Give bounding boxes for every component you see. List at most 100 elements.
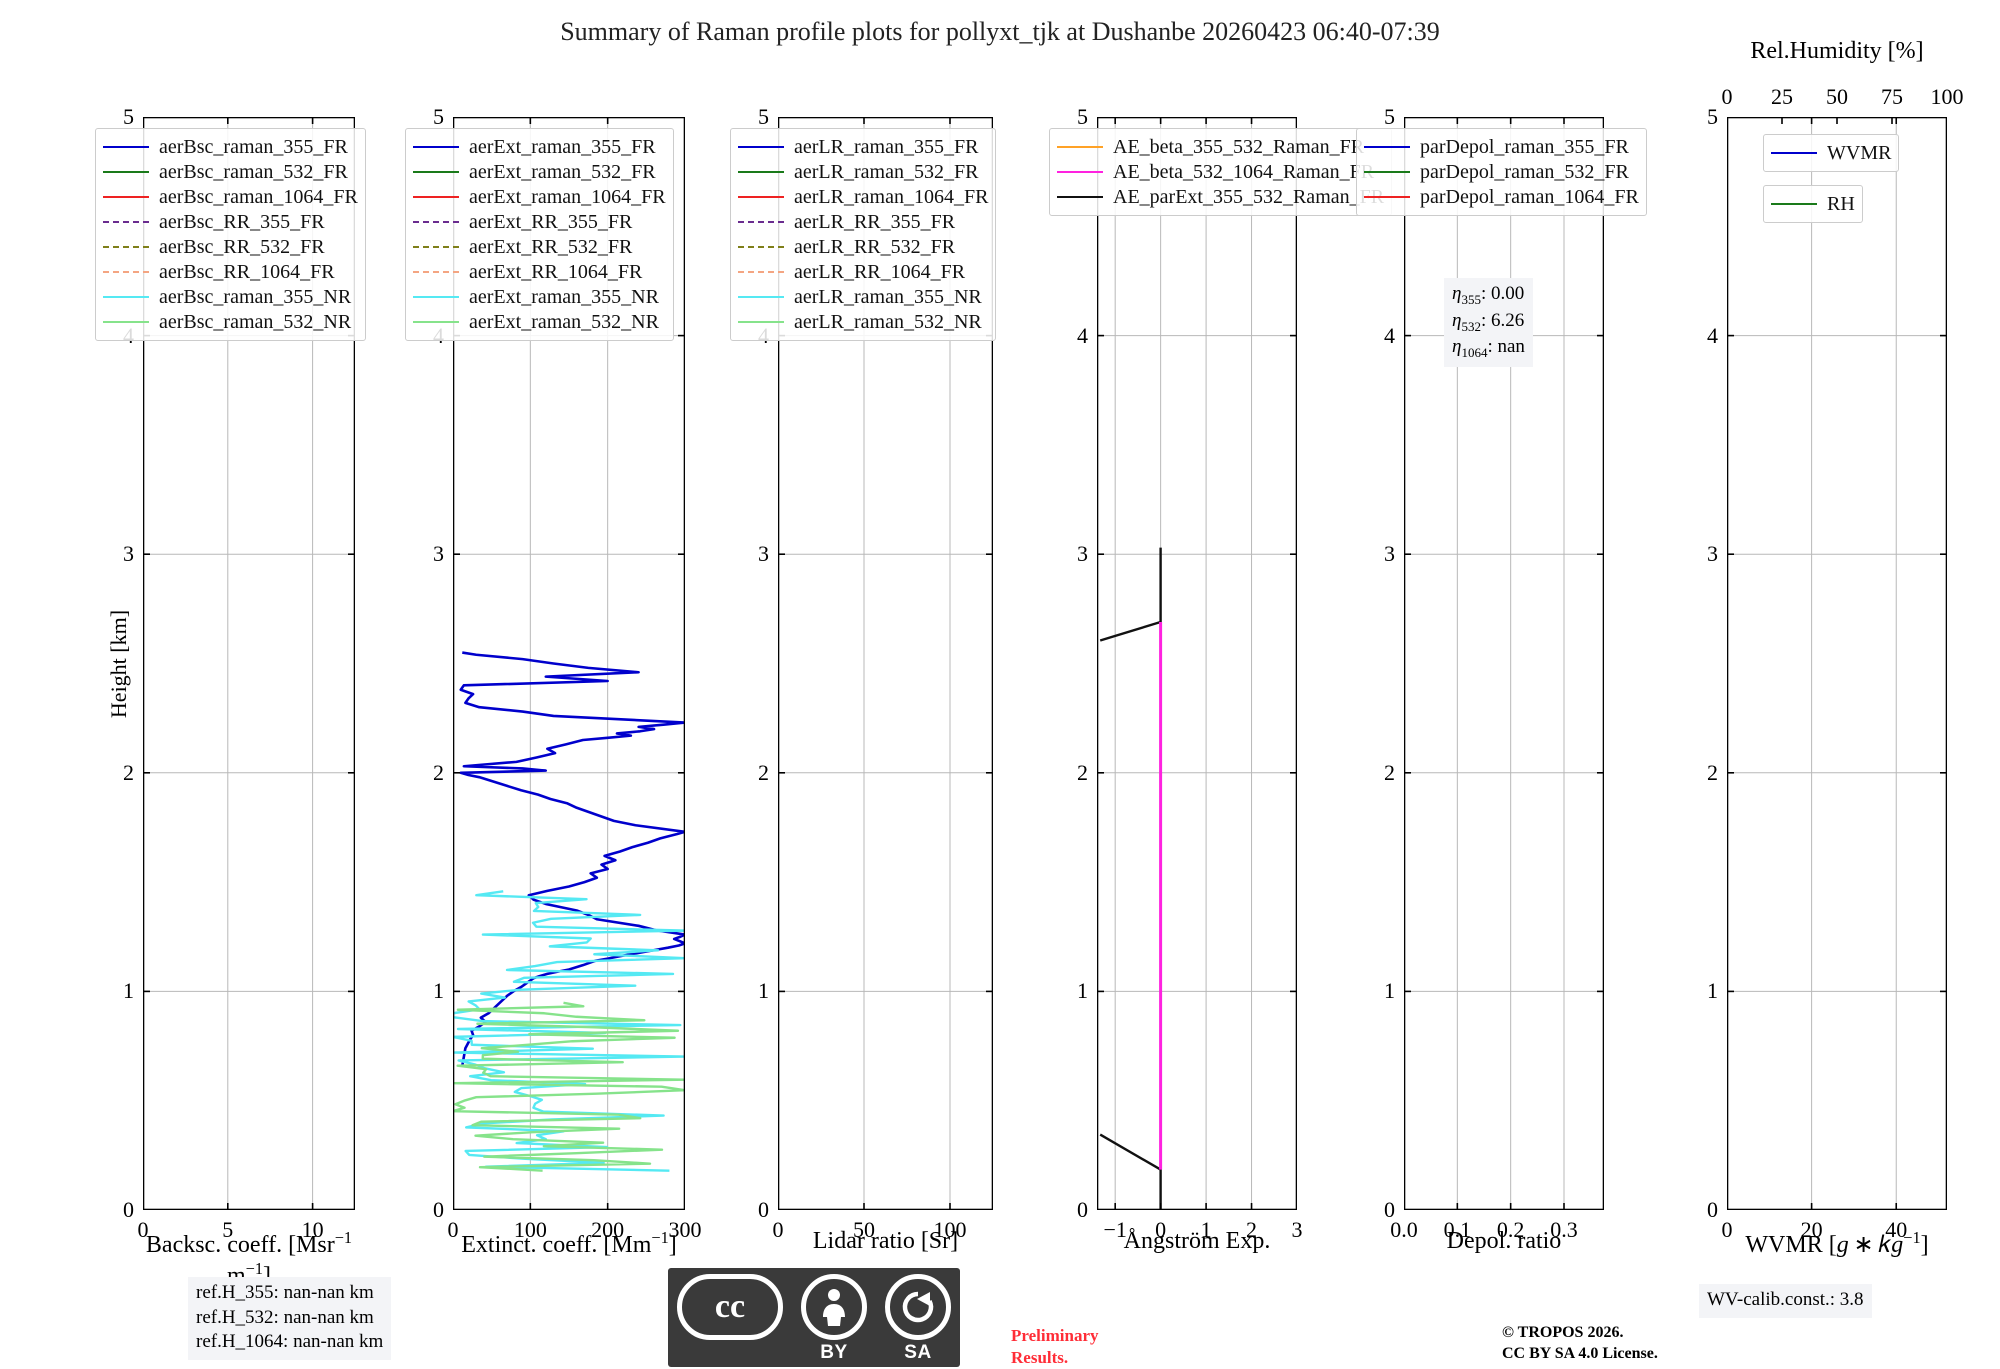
y-tick-label: 3 [433, 541, 444, 567]
eta-line: η355: 0.00 [1452, 283, 1525, 307]
top-axis-label-wvmr: Rel.Humidity [%] [1750, 38, 1924, 64]
legend-wvmr-rh[interactable]: RH [1763, 185, 1863, 223]
eta-line: η1064: nan [1452, 336, 1525, 361]
legend-entry[interactable]: RH [1771, 191, 1855, 216]
legend-entry[interactable]: aerExt_raman_532_NR [413, 309, 666, 334]
plot-panel-angstrom: 0 1 2 3 4 5 −1 0 1 2 3 [1077, 104, 1303, 1242]
legend-entry[interactable]: AE_parExt_355_532_Raman_FR [1057, 184, 1384, 209]
legend-extinction[interactable]: aerExt_raman_355_FR aerExt_raman_532_FR ae… [405, 128, 674, 341]
eta-line: η532: 6.26 [1452, 309, 1525, 334]
legend-line-swatch [103, 320, 149, 323]
legend-depol-ratio[interactable]: parDepol_raman_355_FR parDepol_raman_532_… [1356, 128, 1647, 216]
data-curve [453, 1001, 685, 1172]
legend-entry[interactable]: aerExt_RR_1064_FR [413, 259, 666, 284]
legend-entry[interactable]: aerLR_RR_1064_FR [738, 259, 988, 284]
legend-label: AE_beta_532_1064_Raman_FR [1113, 160, 1375, 183]
y-tick-label: 0 [1707, 1197, 1718, 1222]
legend-entry[interactable]: parDepol_raman_532_FR [1364, 159, 1639, 184]
top-x-tick-label: 100 [1930, 84, 1964, 109]
legend-entry[interactable]: AE_beta_532_1064_Raman_FR [1057, 159, 1384, 184]
legend-entry[interactable]: aerExt_raman_1064_FR [413, 184, 666, 209]
y-tick-label: 2 [1384, 759, 1395, 785]
legend-entry[interactable]: aerLR_RR_532_FR [738, 234, 988, 259]
grid-lines [1097, 117, 1297, 1210]
tick-marks [1404, 117, 1604, 1210]
legend-line-swatch [738, 220, 784, 223]
x-axis-label-lidar-ratio: Lidar ratio [Sr] [812, 1228, 959, 1254]
x-tick-label: 0 [447, 1217, 459, 1242]
legend-label: aerLR_raman_532_FR [794, 160, 979, 183]
legend-label: RH [1827, 192, 1855, 215]
legend-entry[interactable]: aerBsc_raman_532_NR [103, 309, 358, 334]
x-tick-label: 1 [1200, 1217, 1212, 1242]
legend-entry[interactable]: aerExt_RR_532_FR [413, 234, 666, 259]
cc-sa-cell: SA [876, 1268, 960, 1367]
axes-frame [1097, 117, 1297, 1210]
legend-entry[interactable]: aerLR_raman_1064_FR [738, 184, 988, 209]
legend-entry[interactable]: aerBsc_raman_1064_FR [103, 184, 358, 209]
plot-panel-wvmr: 0 1 2 3 4 5 0 20 40 0 25 50 75 100 [1707, 84, 1964, 1242]
legend-entry[interactable]: aerExt_RR_355_FR [413, 209, 666, 234]
y-tick-label: 2 [758, 759, 769, 785]
legend-entry[interactable]: aerLR_raman_355_NR [738, 284, 988, 309]
legend-entry[interactable]: parDepol_raman_1064_FR [1364, 184, 1639, 209]
top-x-tick-label: 50 [1826, 84, 1848, 109]
x-tick-label: 2 [1246, 1217, 1258, 1242]
y-tick-label: 0 [1384, 1197, 1395, 1222]
legend-backscatter[interactable]: aerBsc_raman_355_FR aerBsc_raman_532_FR ae… [95, 128, 366, 341]
legend-entry[interactable]: aerExt_raman_355_FR [413, 134, 666, 159]
legend-line-swatch [103, 295, 149, 298]
legend-line-swatch [413, 220, 459, 223]
legend-entry[interactable]: aerLR_raman_355_FR [738, 134, 988, 159]
legend-label: parDepol_raman_355_FR [1420, 135, 1629, 158]
legend-label: aerLR_RR_1064_FR [794, 260, 966, 283]
legend-entry[interactable]: aerLR_RR_355_FR [738, 209, 988, 234]
legend-lidar-ratio[interactable]: aerLR_raman_355_FR aerLR_raman_532_FR aerL… [730, 128, 997, 341]
preliminary-line-2: Results. [1011, 1347, 1069, 1367]
data-curve [1099, 547, 1162, 1210]
legend-entry[interactable]: aerBsc_raman_532_FR [103, 159, 358, 184]
legend-label: aerExt_raman_355_NR [469, 285, 659, 308]
legend-entry[interactable]: aerBsc_RR_532_FR [103, 234, 358, 259]
legend-line-swatch [413, 145, 459, 148]
legend-entry[interactable]: parDepol_raman_355_FR [1364, 134, 1639, 159]
legend-entry[interactable]: aerLR_raman_532_NR [738, 309, 988, 334]
legend-entry[interactable]: AE_beta_355_532_Raman_FR [1057, 134, 1384, 159]
legend-line-swatch [103, 270, 149, 273]
eta-annotation: η355: 0.00 η532: 6.26 η1064: nan [1444, 278, 1533, 368]
y-tick-label: 0 [1077, 1197, 1088, 1222]
legend-entry[interactable]: aerExt_raman_355_NR [413, 284, 666, 309]
legend-wvmr-wvmr[interactable]: WVMR [1763, 134, 1900, 172]
legend-line-swatch [103, 145, 149, 148]
legend-entry[interactable]: aerBsc_raman_355_FR [103, 134, 358, 159]
y-tick-label: 3 [1384, 541, 1395, 567]
ref-height-line: ref.H_532: nan-nan km [196, 1306, 374, 1328]
y-tick-label: 5 [1384, 104, 1395, 129]
legend-entry[interactable]: WVMR [1771, 140, 1891, 165]
y-tick-label: 1 [433, 978, 444, 1004]
x-tick-label: 0 [137, 1217, 149, 1242]
share-alike-icon [885, 1274, 951, 1340]
legend-entry[interactable]: aerExt_raman_532_FR [413, 159, 666, 184]
cc-sa-label: SA [904, 1342, 932, 1363]
legend-angstrom[interactable]: AE_beta_355_532_Raman_FR AE_beta_532_1064… [1049, 128, 1393, 216]
legend-entry[interactable]: aerBsc_RR_355_FR [103, 209, 358, 234]
legend-entry[interactable]: aerLR_raman_532_FR [738, 159, 988, 184]
legend-label: aerBsc_raman_532_FR [159, 160, 348, 183]
axes-frame [143, 117, 355, 1210]
legend-entry[interactable]: aerBsc_RR_1064_FR [103, 259, 358, 284]
cc-glyph: cc [714, 1288, 746, 1325]
legend-label: aerBsc_raman_1064_FR [159, 185, 358, 208]
axes-angstrom [1097, 117, 1297, 1210]
y-tick-label: 4 [1384, 322, 1395, 348]
x-axis-label-depol-ratio: Depol. ratio [1446, 1228, 1562, 1254]
legend-label: aerLR_raman_1064_FR [794, 185, 989, 208]
legend-line-swatch [1057, 170, 1103, 173]
creative-commons-badge: cc . BY SA [668, 1268, 960, 1367]
top-x-tick-label: 0 [1721, 84, 1733, 109]
preliminary-line-1: Preliminary [1011, 1326, 1099, 1345]
legend-entry[interactable]: aerBsc_raman_355_NR [103, 284, 358, 309]
y-tick-label: 5 [758, 104, 769, 129]
legend-label: aerExt_RR_532_FR [469, 235, 633, 258]
tick-marks [1097, 117, 1297, 1210]
